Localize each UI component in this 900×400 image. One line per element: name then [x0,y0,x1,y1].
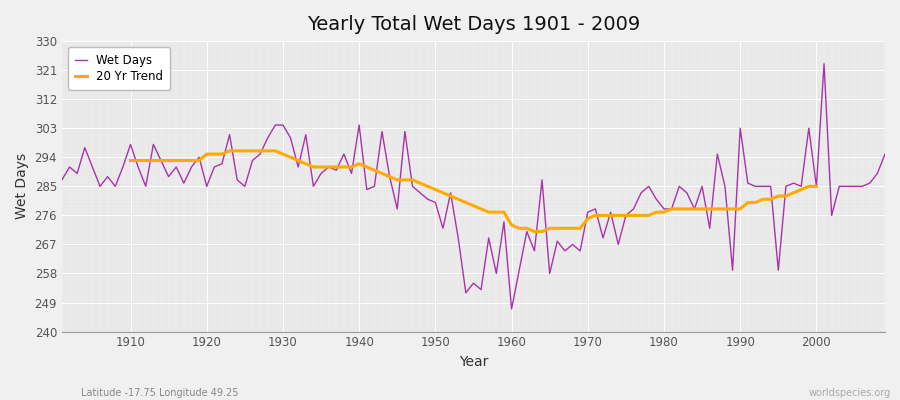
X-axis label: Year: Year [459,355,488,369]
Line: Wet Days: Wet Days [62,64,885,309]
Wet Days [331,168,342,173]
20 Yr Trend [811,184,822,189]
Text: Latitude -17.75 Longitude 49.25: Latitude -17.75 Longitude 49.25 [81,388,239,398]
Wet Days [506,306,517,311]
20 Yr Trend [536,229,547,234]
20 Yr Trend [209,152,220,156]
20 Yr Trend [125,158,136,163]
20 Yr Trend [308,164,319,169]
20 Yr Trend [224,148,235,153]
Line: 20 Yr Trend: 20 Yr Trend [130,151,816,232]
Wet Days [499,220,509,224]
Y-axis label: Wet Days: Wet Days [15,153,29,220]
Wet Days [819,61,830,66]
20 Yr Trend [804,184,814,189]
20 Yr Trend [292,158,303,163]
Text: worldspecies.org: worldspecies.org [809,388,891,398]
20 Yr Trend [529,229,540,234]
Wet Days [879,152,890,156]
Wet Days [514,268,525,273]
Title: Yearly Total Wet Days 1901 - 2009: Yearly Total Wet Days 1901 - 2009 [307,15,640,34]
Wet Days [118,164,129,169]
Wet Days [605,210,616,214]
Wet Days [285,136,296,140]
Legend: Wet Days, 20 Yr Trend: Wet Days, 20 Yr Trend [68,47,170,90]
20 Yr Trend [720,206,731,211]
Wet Days [57,178,68,182]
